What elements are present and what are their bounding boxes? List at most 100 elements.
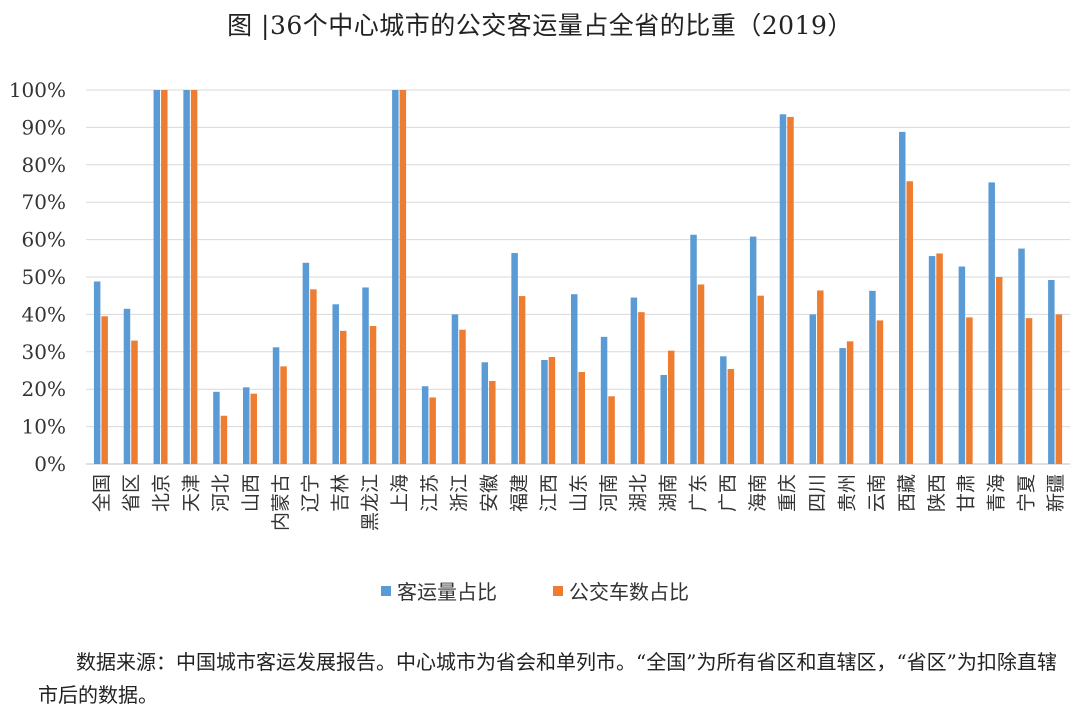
bar-series-2-宁夏 [1025,318,1033,464]
chart-title: 图 |36个中心城市的公交客运量占全省的比重（2019） [227,11,853,40]
bar-series-2-江苏 [429,397,436,464]
bar-series-1-重庆 [779,114,787,464]
bar-series-2-青海 [995,277,1003,464]
x-tick-label: 重庆 [777,474,799,512]
x-tick-label: 甘肃 [956,474,978,512]
x-tick-label: 广东 [687,474,709,512]
bar-series-1-山东 [571,294,578,464]
bar-series-1-省区 [123,308,131,464]
x-tick-label: 山西 [240,474,262,512]
bar-series-2-黑龙江 [369,325,377,464]
bar-series-2-江西 [548,357,556,464]
bar-series-1-河南 [600,336,608,464]
x-tick-label: 新疆 [1045,474,1067,512]
bar-series-2-河北 [220,415,228,464]
bar-series-2-云南 [876,320,884,464]
x-tick-label: 贵州 [836,474,858,512]
x-tick-label: 天津 [180,474,202,512]
bar-series-1-安徽 [481,362,489,464]
x-tick-label: 河南 [598,474,620,512]
bar-series-1-贵州 [839,348,846,464]
bar-series-2-甘肃 [966,317,973,464]
x-tick-label: 江苏 [419,474,441,512]
bar-series-2-辽宁 [310,289,317,464]
y-tick-label: 80% [22,153,66,177]
x-tick-label: 云南 [866,474,888,512]
legend: 客运量占比 公交车数占比 [381,580,689,604]
bar-series-2-省区 [131,340,138,464]
bar-series-1-广西 [720,356,727,464]
y-tick-label: 50% [22,265,66,289]
x-tick-label: 湖南 [657,474,679,512]
bar-series-1-黑龙江 [362,287,369,464]
y-tick-label: 60% [22,228,66,252]
gridlines [86,89,1070,465]
x-tick-label: 福建 [508,474,530,512]
x-tick-label: 辽宁 [300,474,322,512]
legend-label-series-1: 客运量占比 [397,580,497,604]
bar-series-2-河南 [608,396,615,464]
y-axis-ticks: 0% 10% 20% 30% 40% 50% 60% 70% 80% 90% 100% [9,78,66,476]
bar-series-2-浙江 [459,329,466,464]
x-tick-label: 黑龙江 [359,474,381,531]
x-tick-label: 宁夏 [1015,474,1037,512]
bar-series-2-陕西 [936,253,943,464]
bar-series-1-天津 [183,90,190,464]
x-tick-label: 西藏 [896,474,918,512]
y-tick-label: 70% [22,190,66,214]
legend-label-series-2: 公交车数占比 [569,580,689,604]
bar-series-1-西藏 [899,131,906,464]
bar-series-2-上海 [399,90,407,464]
legend-swatch-series-2 [553,586,563,596]
x-tick-label: 河北 [210,474,232,512]
y-tick-label: 40% [22,302,66,326]
x-tick-label: 陕西 [926,474,948,512]
bar-series-1-广东 [690,234,697,464]
bar-series-2-山西 [250,393,257,464]
bar-series-2-天津 [190,90,198,464]
legend-swatch-series-1 [381,586,391,596]
x-tick-label: 上海 [389,474,411,512]
bar-series-1-北京 [153,90,161,464]
bar-series-2-海南 [757,295,764,464]
bar-series-2-安徽 [489,380,496,464]
x-tick-label: 全国 [91,474,113,512]
y-tick-label: 20% [22,377,66,401]
x-tick-label: 吉林 [329,474,351,512]
bar-series-1-山西 [243,387,250,464]
bar-series-1-宁夏 [1018,248,1025,464]
bar-series-1-内蒙古 [272,347,280,464]
x-tick-label: 北京 [151,474,173,512]
bar-series-2-内蒙古 [280,366,287,464]
bar-series-2-山东 [578,371,585,464]
bar-series-2-重庆 [787,116,794,464]
y-tick-label: 30% [22,340,66,364]
bar-series-1-云南 [869,290,876,464]
bar-series-2-湖南 [667,350,675,464]
bar-series-2-西藏 [906,181,913,465]
bar-series-1-陕西 [928,256,936,464]
bar-series-1-江苏 [421,386,429,464]
bar-series-1-甘肃 [958,266,966,464]
bar-series-1-福建 [511,253,518,464]
x-tick-label: 省区 [121,474,143,512]
bar-series-1-江西 [541,360,548,464]
bar-series-1-辽宁 [302,262,310,464]
bar-series-1-河北 [213,391,220,464]
bar-series-1-新疆 [1048,279,1055,464]
y-tick-label: 0% [34,452,66,476]
y-tick-label: 10% [22,415,66,439]
x-tick-label: 湖北 [628,474,650,512]
y-tick-label: 90% [22,115,66,139]
bar-series-2-北京 [161,90,168,464]
bar-series-2-广东 [697,284,705,464]
x-tick-label: 四川 [807,474,829,512]
bars [93,90,1063,465]
x-axis-ticks: 全国 省区 北京 天津 河北 山西 内蒙古 辽宁 吉林 黑龙江 上海 江苏 浙江 安徽 福建 江西 山东 河南 湖北… [91,474,1067,531]
bar-series-1-吉林 [332,304,339,464]
x-tick-label: 山东 [568,474,590,512]
x-tick-label: 广西 [717,474,739,512]
y-tick-label: 100% [9,78,66,102]
bar-series-1-湖北 [630,297,638,464]
bar-series-1-四川 [809,314,817,464]
